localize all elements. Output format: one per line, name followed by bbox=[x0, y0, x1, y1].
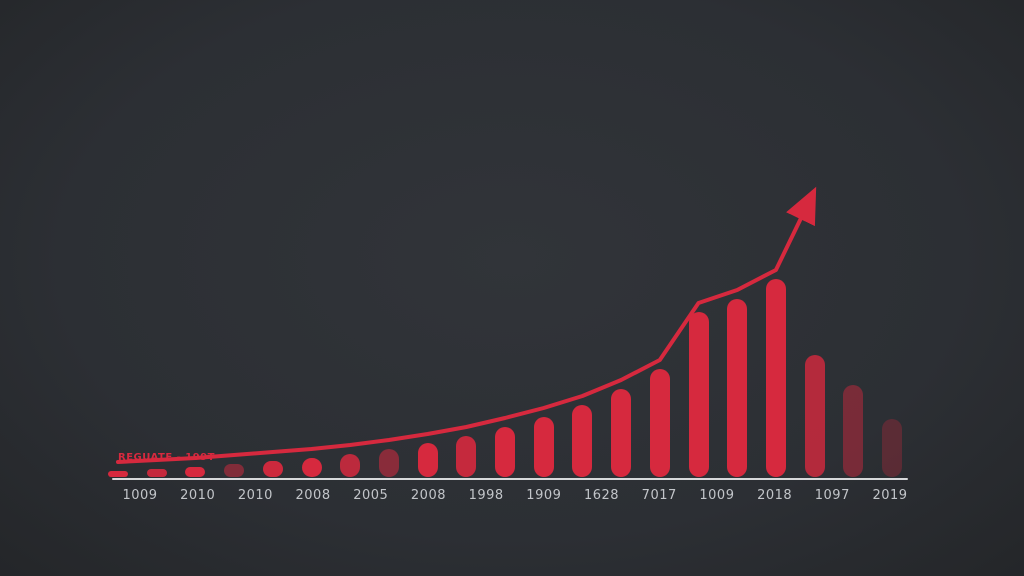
x-axis-tick-label: 2010 bbox=[180, 488, 216, 503]
bar bbox=[882, 419, 902, 477]
x-axis-tick-label: 2005 bbox=[353, 488, 389, 503]
bar bbox=[378, 449, 399, 477]
bar bbox=[224, 464, 245, 477]
x-axis-tick-label: 2018 bbox=[757, 488, 793, 503]
bar bbox=[533, 417, 554, 477]
x-axis bbox=[112, 478, 908, 480]
x-axis-tick-label: 1009 bbox=[122, 488, 158, 503]
bar bbox=[417, 443, 438, 477]
chart-annotation: REGUATE - 199T bbox=[118, 452, 215, 463]
bar bbox=[456, 436, 477, 477]
bar bbox=[108, 471, 128, 477]
bar bbox=[301, 458, 322, 477]
bar bbox=[146, 469, 167, 477]
bar bbox=[804, 355, 825, 477]
x-axis-tick-label: 1909 bbox=[526, 488, 562, 503]
bar bbox=[688, 312, 709, 477]
x-axis-tick-label: 7017 bbox=[641, 488, 677, 503]
x-axis-tick-label: 2008 bbox=[410, 488, 446, 503]
bar bbox=[495, 427, 515, 477]
bar bbox=[572, 405, 593, 477]
bar bbox=[765, 279, 786, 477]
bar bbox=[611, 389, 632, 477]
bar bbox=[727, 299, 748, 477]
bar bbox=[185, 467, 206, 477]
x-axis-tick-label: 1998 bbox=[468, 488, 504, 503]
x-axis-tick-label: 2008 bbox=[295, 488, 331, 503]
x-axis-tick-label: 1628 bbox=[583, 488, 620, 503]
x-axis-tick-label: 2010 bbox=[237, 488, 273, 503]
bar bbox=[262, 461, 283, 477]
bar bbox=[843, 385, 864, 477]
bar bbox=[340, 454, 361, 477]
x-axis-tick-label: 1097 bbox=[814, 488, 850, 503]
x-axis-tick-label: 2019 bbox=[872, 488, 908, 503]
x-axis-tick-label: 1009 bbox=[699, 488, 735, 503]
bar bbox=[649, 369, 670, 477]
